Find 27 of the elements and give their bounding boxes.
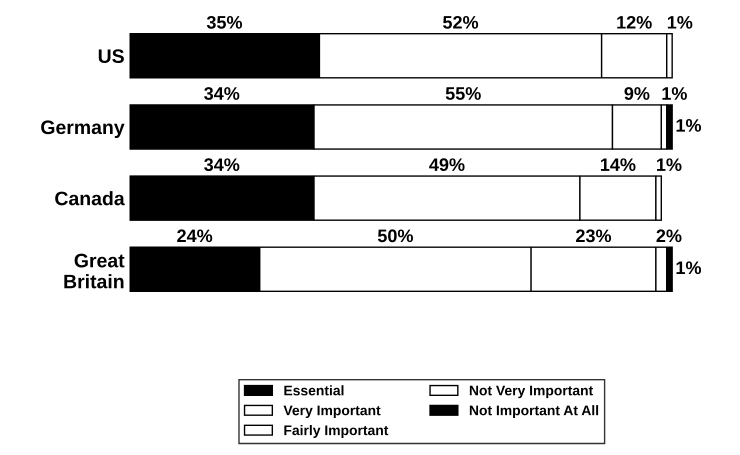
data-label: 55% [446, 87, 481, 100]
legend-label: Fairly Important [284, 425, 388, 438]
data-label: 14% [600, 158, 636, 172]
data-label: 52% [443, 16, 478, 29]
data-label: 24% [177, 229, 212, 242]
y-tick-label: Canada [55, 191, 125, 206]
data-label: 1% [657, 158, 682, 172]
legend-label: Not Important At All [470, 405, 598, 418]
data-label: 1% [662, 87, 687, 100]
y-tick-label: Germany [41, 120, 125, 138]
data-label: 49% [429, 158, 465, 172]
data-label: 1% [676, 261, 702, 274]
data-label: 1% [676, 119, 702, 132]
data-label: 34% [204, 87, 240, 100]
data-label: 1% [668, 16, 692, 29]
data-label: 35% [206, 16, 242, 29]
y-tick-label: Great Britain [64, 254, 124, 288]
data-label: 2% [656, 229, 682, 242]
data-label: 34% [204, 158, 240, 172]
legend-label: Not Very Important [470, 386, 594, 398]
legend-label: Very Important [284, 406, 381, 418]
data-label: 9% [624, 87, 650, 100]
data-label: 50% [378, 229, 413, 242]
legend-label: Essential [284, 385, 344, 396]
data-label: 12% [617, 16, 652, 29]
y-tick-label: US [98, 49, 124, 64]
data-label: 23% [576, 229, 612, 242]
